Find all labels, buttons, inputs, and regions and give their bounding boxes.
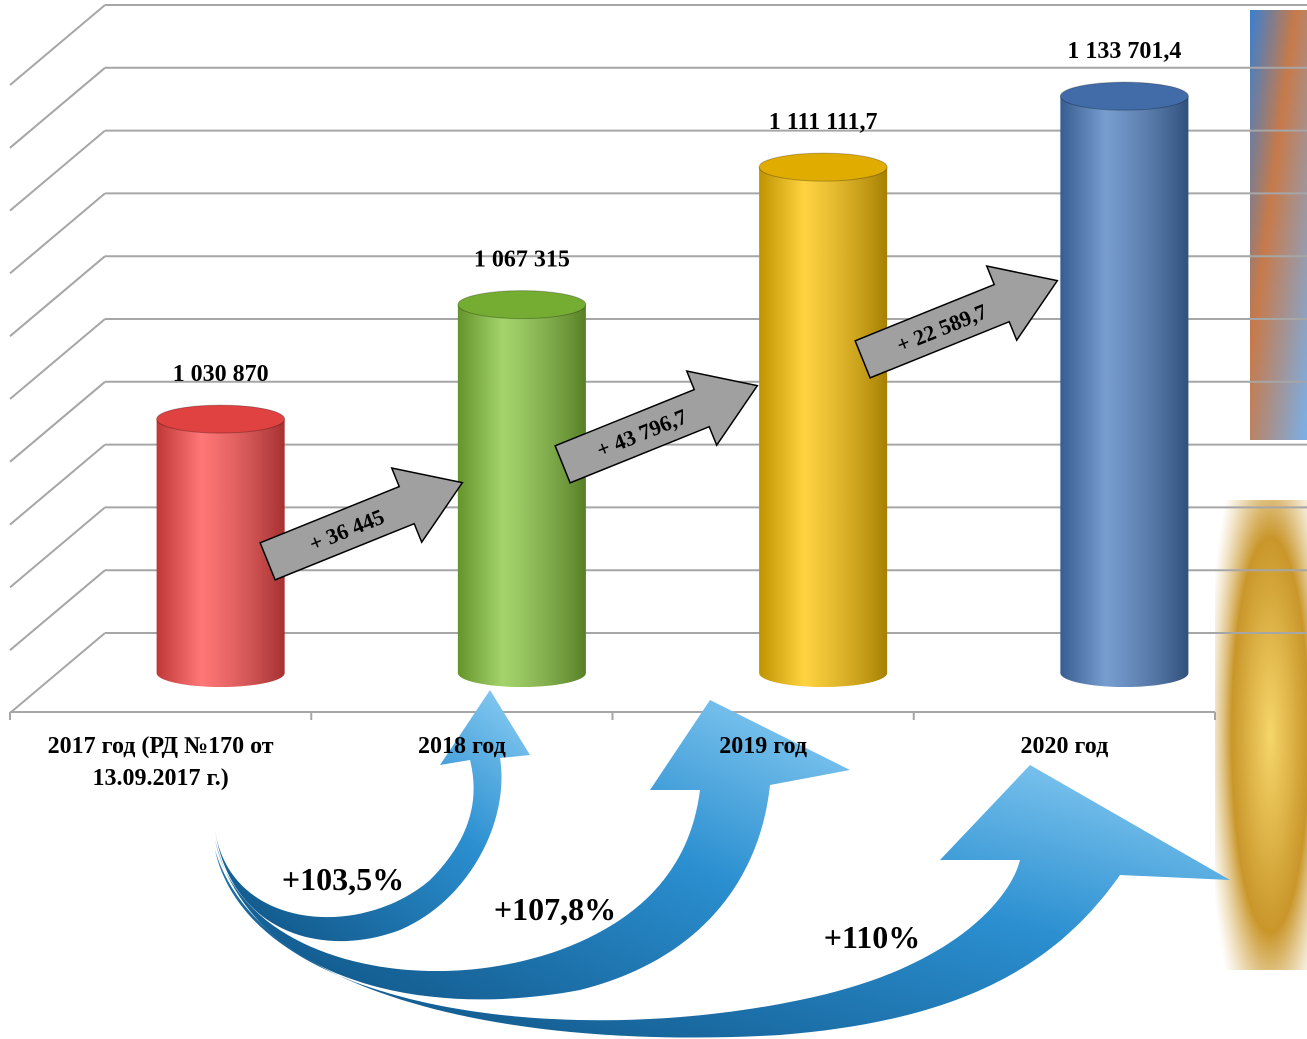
- growth-label: +103,5%: [282, 861, 404, 897]
- value-label: 1 111 111,7: [769, 109, 878, 135]
- grid-line: [9, 569, 106, 651]
- value-label: 1 067 315: [474, 247, 570, 273]
- bar-shade: [1060, 96, 1189, 687]
- bar-group: [156, 404, 286, 687]
- grid-line: [9, 318, 106, 400]
- grid-line: [9, 632, 106, 714]
- growth-arrow: [215, 690, 530, 942]
- grid-line: [9, 443, 106, 526]
- arrow-shape: [259, 467, 464, 581]
- bar-top: [758, 152, 888, 182]
- bar-top: [1059, 81, 1189, 111]
- grid-line: [9, 67, 106, 149]
- bar-shade: [759, 167, 888, 688]
- x-tick-label: 2020 год: [1020, 733, 1109, 759]
- arrow-shape: [854, 265, 1059, 379]
- growth-arrow: [215, 765, 1230, 1038]
- bar-shade: [457, 304, 586, 687]
- decor-photo: [1250, 10, 1307, 440]
- growth-arrows: [215, 690, 1230, 1038]
- x-tick-label: 2019 год: [719, 733, 807, 759]
- growth-arrow: [215, 700, 850, 1000]
- grid-line: [9, 192, 106, 275]
- bar-group: [457, 290, 587, 687]
- grid-line: [9, 255, 106, 337]
- bar-shade: [156, 419, 285, 687]
- grid-line: [9, 129, 106, 212]
- bar-top-shade: [759, 153, 888, 182]
- arrow-shape: [554, 370, 759, 484]
- bar-top-shade: [156, 405, 285, 434]
- bar-top: [156, 404, 286, 434]
- x-tick-label: 2017 год (РД №170 от 13.09.2017 г.): [47, 733, 274, 791]
- value-label: 1 133 701,4: [1067, 38, 1181, 64]
- bar-group: [758, 152, 888, 688]
- grid-line: [9, 506, 106, 589]
- growth-label: +107,8%: [494, 891, 616, 927]
- bar-top-shade: [457, 290, 586, 319]
- bar-top-shade: [1060, 82, 1189, 111]
- bar-group: [1059, 81, 1189, 687]
- grid-line: [9, 381, 106, 463]
- grid-line: [9, 4, 106, 86]
- bar-top: [457, 290, 587, 320]
- difference-arrow: + 36 445: [259, 467, 464, 581]
- growth-label: +110%: [824, 919, 920, 955]
- value-label: 1 030 870: [173, 361, 269, 387]
- decor-coins: [1215, 500, 1307, 970]
- x-tick-label: 2018 год: [418, 733, 506, 759]
